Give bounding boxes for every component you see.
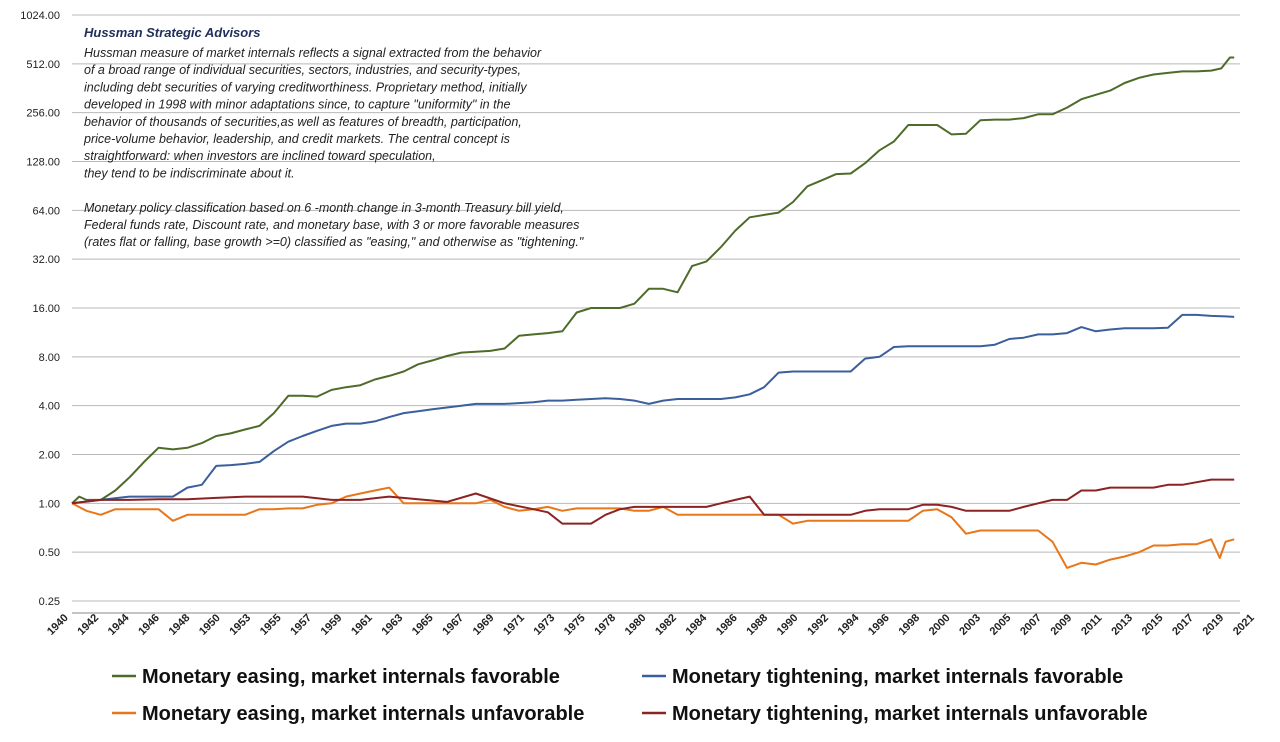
- annotation-line: straightforward: when investors are incl…: [84, 149, 436, 163]
- y-tick-label: 1.00: [39, 498, 60, 510]
- y-tick-label: 32.00: [32, 254, 60, 266]
- series-line-easing-favorable: [71, 56, 1235, 505]
- legend: Monetary easing, market internals favora…: [112, 666, 1148, 725]
- series-line-tightening-unfavorable: [71, 478, 1235, 525]
- y-tick-label: 1024.00: [20, 10, 60, 22]
- annotation-line: (rates flat or falling, base growth >=0)…: [84, 235, 584, 249]
- series-lines: [71, 56, 1235, 569]
- legend-item-easing-favorable: Monetary easing, market internals favora…: [112, 666, 560, 688]
- legend-item-tightening-favorable: Monetary tightening, market internals fa…: [642, 666, 1123, 688]
- annotation-line: developed in 1998 with minor adaptations…: [84, 98, 511, 112]
- legend-item-tightening-unfavorable: Monetary tightening, market internals un…: [642, 703, 1148, 725]
- annotation-line: Hussman measure of market internals refl…: [84, 46, 542, 60]
- annotation-line: Monetary policy classification based on …: [84, 201, 564, 215]
- y-tick-label: 256.00: [26, 108, 60, 120]
- legend-label: Monetary easing, market internals favora…: [142, 666, 560, 688]
- y-tick-label: 8.00: [39, 352, 60, 364]
- annotation-line: of a broad range of individual securitie…: [84, 63, 521, 77]
- annotation-line: behavior of thousands of securities,as w…: [84, 115, 522, 129]
- y-tick-label: 64.00: [32, 205, 60, 217]
- annotation-box: Hussman Strategic Advisors Hussman measu…: [83, 25, 584, 249]
- y-tick-label: 512.00: [26, 59, 60, 71]
- legend-label: Monetary tightening, market internals fa…: [672, 666, 1123, 688]
- annotation-line: price-volume behavior, leadership, and c…: [83, 132, 510, 146]
- y-tick-label: 0.50: [39, 547, 60, 559]
- y-axis-ticks: 1024.00 512.00 256.00 128.00 64.00 32.00 16.00…: [20, 10, 60, 608]
- annotation-line: Federal funds rate, Discount rate, and m…: [84, 218, 579, 232]
- y-tick-label: 4.00: [39, 401, 60, 413]
- y-tick-label: 0.25: [39, 596, 60, 608]
- y-tick-label: 128.00: [26, 157, 60, 169]
- legend-label: Monetary tightening, market internals un…: [672, 703, 1148, 725]
- legend-item-easing-unfavorable: Monetary easing, market internals unfavo…: [112, 703, 584, 725]
- y-tick-label: 2.00: [39, 450, 60, 462]
- annotation-line: including debt securities of varying cre…: [84, 80, 527, 94]
- grid-lines: [72, 14, 1240, 614]
- annotation-title: Hussman Strategic Advisors: [84, 25, 261, 40]
- legend-label: Monetary easing, market internals unfavo…: [142, 703, 584, 725]
- y-tick-label: 16.00: [32, 303, 60, 315]
- series-line-tightening-favorable: [71, 313, 1235, 505]
- annotation-line: they tend to be indiscriminate about it.: [84, 166, 295, 180]
